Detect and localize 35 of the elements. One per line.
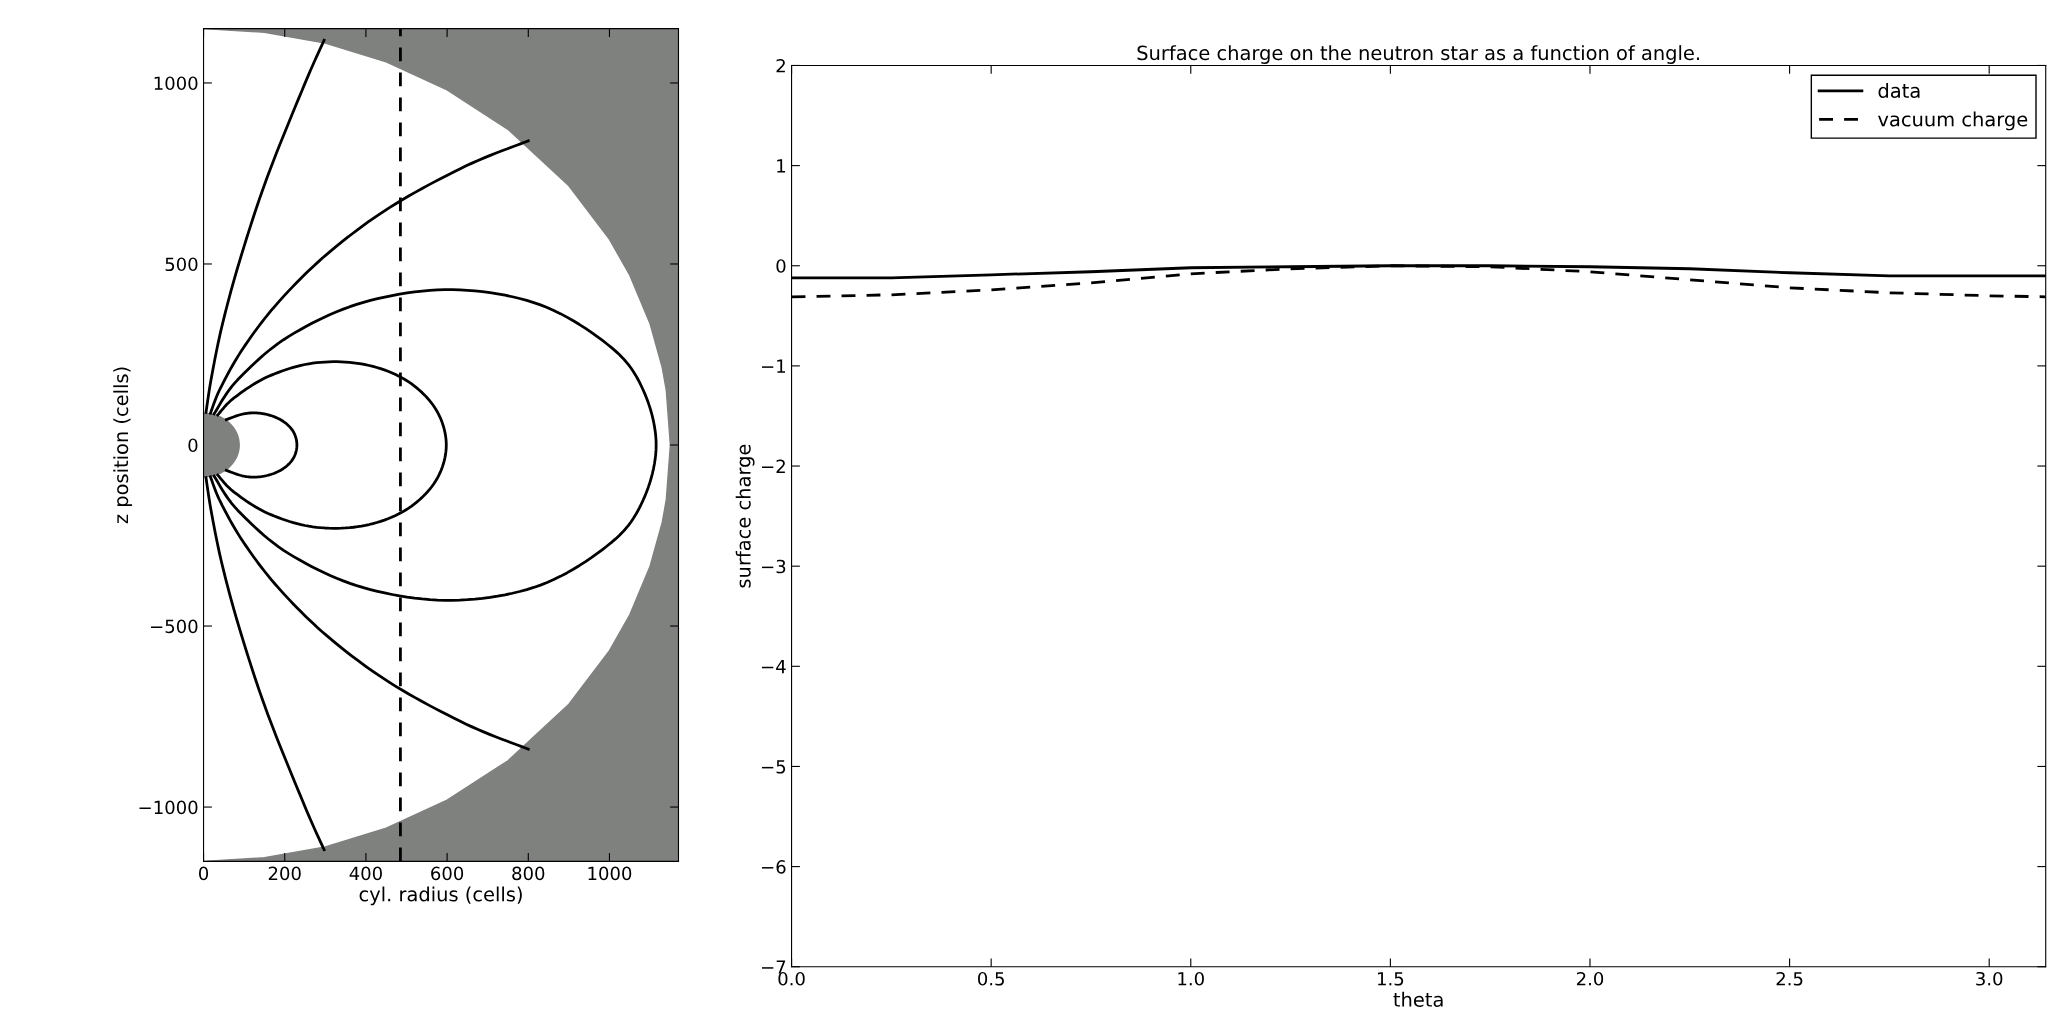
x-tick-label: 3.0 [1976, 971, 2003, 986]
y-tick-label: −1 [761, 359, 786, 373]
y-tick-label: −7 [761, 960, 786, 974]
y-tick-label: −3 [761, 559, 786, 574]
y-tick-label: 0 [188, 438, 198, 453]
y-tick-label: −6 [761, 860, 786, 874]
y-tick-label: 0 [776, 259, 786, 273]
x-tick-label: 1.0 [1178, 971, 1204, 986]
y-axis-title: z position (cells) [113, 367, 133, 524]
y-axis-title: surface charge [735, 444, 755, 588]
y-tick-label: −1000 [139, 800, 198, 815]
x-tick-label: 0.5 [978, 971, 1004, 986]
y-tick-label: −2 [761, 459, 785, 473]
legend-label: data [1878, 82, 1920, 99]
chart-title: Surface charge on the neutron star as a function of angle. [1137, 45, 1699, 64]
legend-label: vacuum charge [1878, 111, 2028, 131]
y-tick-label: −4 [761, 660, 786, 674]
y-tick-label: −500 [151, 619, 198, 634]
x-tick-label: 400 [349, 866, 382, 881]
x-tick-label: 200 [268, 866, 301, 881]
x-tick-label: 2.0 [1576, 971, 1604, 986]
x-tick-label: 2.5 [1776, 971, 1803, 986]
x-tick-label: 0 [198, 866, 209, 881]
x-tick-label: 1000 [588, 866, 632, 881]
x-tick-label: 800 [512, 866, 545, 881]
y-tick-label: 500 [165, 257, 198, 272]
y-tick-label: −5 [761, 760, 786, 774]
y-tick-label: 1000 [154, 76, 198, 91]
y-tick-label: 2 [776, 58, 785, 73]
x-tick-label: 1.5 [1378, 972, 1404, 986]
x-axis-title: theta [1393, 991, 1443, 1007]
x-axis-title: cyl. radius (cells) [359, 886, 522, 906]
y-tick-label: 1 [777, 159, 786, 173]
x-tick-label: 0.0 [778, 971, 805, 986]
x-tick-label: 600 [431, 866, 464, 881]
